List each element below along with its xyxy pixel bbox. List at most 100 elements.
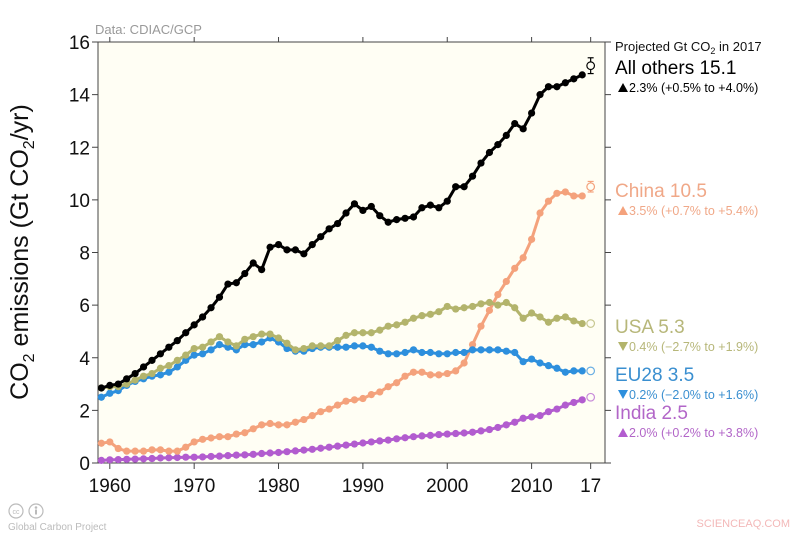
data-point	[283, 246, 291, 254]
data-point	[249, 333, 257, 341]
data-point	[494, 291, 502, 299]
data-point	[578, 192, 586, 200]
legend-entry-india: India 2.5 2.0% (+0.2% to +3.8%)	[615, 403, 758, 440]
data-point	[165, 454, 173, 462]
data-point	[156, 454, 165, 462]
data-point	[350, 329, 359, 337]
data-point	[241, 451, 249, 459]
data-point	[401, 214, 409, 222]
data-point	[106, 438, 114, 446]
data-point	[156, 364, 165, 372]
data-point	[232, 342, 240, 350]
data-point	[291, 447, 300, 455]
data-point	[376, 388, 384, 396]
data-point	[325, 225, 333, 233]
data-point	[190, 351, 198, 359]
data-point	[570, 398, 578, 407]
legend-change: 0.4% (−2.7% to +1.9%)	[629, 340, 758, 354]
data-point	[232, 279, 240, 287]
data-point	[283, 421, 291, 429]
data-point	[333, 442, 342, 450]
triangle-up-icon	[618, 206, 628, 215]
data-point	[308, 445, 316, 453]
data-point	[511, 264, 519, 272]
data-point	[224, 433, 232, 441]
series-line	[101, 190, 583, 453]
data-point	[274, 334, 283, 342]
x-tick-label: 2010	[510, 476, 552, 497]
x-tick-label: 1980	[257, 476, 299, 497]
series-all-others	[97, 57, 596, 392]
data-point	[359, 329, 367, 337]
data-point	[528, 413, 536, 421]
data-point	[570, 75, 578, 83]
legend-name: All others 15.1	[615, 58, 736, 79]
x-tick-label: 2000	[426, 476, 468, 497]
y-tick-label: 6	[79, 296, 90, 317]
data-point	[224, 338, 232, 346]
data-point	[266, 330, 274, 338]
data-point	[182, 351, 190, 359]
data-point	[443, 302, 451, 311]
data-point	[367, 390, 375, 399]
data-point	[426, 348, 434, 357]
data-point	[139, 447, 148, 455]
data-point	[578, 396, 586, 404]
data-point	[258, 449, 266, 458]
data-point	[148, 369, 156, 378]
projection-point	[586, 182, 596, 192]
data-point	[97, 439, 105, 447]
data-point	[266, 243, 274, 251]
y-axis-label: CO2 emissions (Gt CO2/yr)	[6, 104, 38, 400]
data-point	[494, 346, 502, 354]
data-point	[477, 300, 485, 308]
data-point	[452, 429, 460, 438]
triangle-up-icon	[618, 428, 628, 437]
data-point	[418, 432, 426, 440]
data-point	[215, 333, 224, 341]
y-tick-label: 0	[79, 454, 90, 475]
ylabel-part: emissions (Gt CO	[6, 149, 34, 353]
legend-entry-china: China 10.5 3.5% (+0.7% to +5.4%)	[615, 181, 758, 218]
data-point	[258, 338, 266, 346]
data-point	[443, 350, 451, 358]
data-point	[485, 306, 494, 314]
data-point	[97, 393, 105, 401]
data-point	[460, 183, 468, 191]
data-point	[477, 159, 485, 167]
data-point	[131, 369, 139, 378]
data-point	[148, 454, 156, 463]
data-point	[485, 346, 494, 354]
data-point	[165, 362, 173, 370]
data-point	[452, 367, 460, 375]
data-point	[536, 91, 544, 99]
data-point	[452, 183, 460, 191]
x-tick-label: 1960	[89, 476, 131, 497]
data-point	[258, 421, 266, 429]
legend-change: 2.0% (+0.2% to +3.8%)	[629, 426, 758, 440]
data-point	[511, 304, 519, 312]
data-point	[418, 368, 426, 376]
data-point	[325, 342, 333, 350]
data-point	[139, 372, 148, 380]
data-point	[333, 401, 342, 409]
data-point	[452, 305, 460, 313]
legend-title-part: Projected Gt CO	[615, 39, 710, 54]
data-point	[241, 269, 249, 278]
data-point	[519, 314, 527, 322]
data-point	[148, 356, 156, 364]
data-point	[241, 340, 249, 349]
data-point	[502, 298, 510, 307]
data-point	[300, 415, 308, 424]
legend-name: USA 5.3	[615, 317, 685, 338]
data-point	[190, 344, 198, 353]
data-point	[207, 452, 215, 461]
data-point	[409, 368, 418, 376]
data-point	[266, 449, 274, 457]
data-point	[317, 444, 325, 452]
data-point	[182, 453, 190, 461]
ylabel-part: CO	[6, 362, 34, 400]
data-point	[409, 213, 418, 221]
series-china	[97, 180, 596, 455]
